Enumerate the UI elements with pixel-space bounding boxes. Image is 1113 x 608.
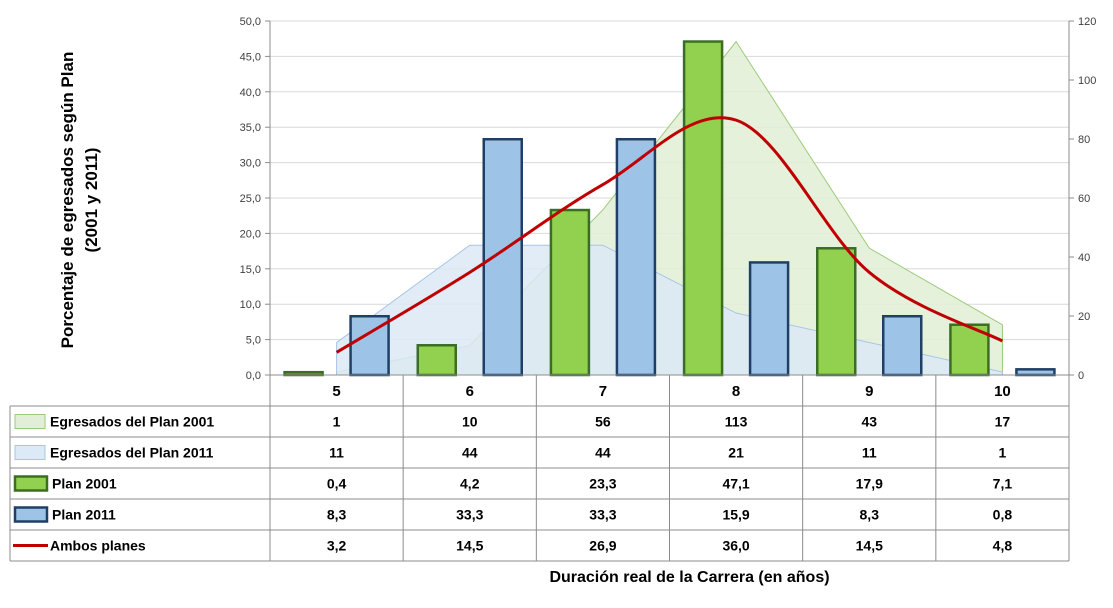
bar-plan-2011 (482, 137, 523, 377)
table-value: 14,5 (456, 538, 483, 554)
legend-key-area (14, 445, 46, 460)
bar-plan-2001 (682, 40, 724, 377)
table-value: 11 (329, 445, 344, 461)
legend-series-name: Ambos planes (50, 538, 146, 554)
y-left-tick-label: 40,0 (240, 87, 261, 99)
x-category-label: 9 (865, 383, 873, 400)
y-left-tick-label: 10,0 (240, 299, 261, 311)
legend-series-name: Egresados del Plan 2001 (50, 414, 214, 430)
y-left-tick-label: 25,0 (240, 193, 261, 205)
table-value: 17 (995, 414, 1011, 430)
y-left-tick-label: 30,0 (240, 158, 261, 170)
y-right-tick-label: 40 (1078, 252, 1090, 264)
table-value: 21 (728, 445, 744, 461)
y-left-tick-label: 15,0 (240, 264, 261, 276)
table-value: 10 (462, 414, 478, 430)
y-left-tick-label: 45,0 (240, 51, 261, 63)
table-value: 36,0 (722, 538, 749, 554)
table-value: 14,5 (856, 538, 883, 554)
y-left-tick-label: 5,0 (246, 335, 261, 347)
table-value: 8,3 (327, 507, 347, 523)
table-value: 4,2 (460, 476, 480, 492)
y-right-tick-label: 20 (1078, 311, 1090, 323)
table-value: 113 (725, 414, 748, 430)
x-category-label: 8 (732, 383, 740, 400)
bar-plan-2011 (882, 314, 923, 377)
y-right-tick-label: 60 (1078, 193, 1090, 205)
y-right-tick-label: 120 (1078, 16, 1096, 28)
legend-key-area (14, 414, 46, 429)
table-value: 17,9 (856, 476, 883, 492)
y-left-tick-label: 50,0 (240, 16, 261, 28)
bar-plan-2001 (816, 247, 857, 377)
x-category-label: 7 (599, 383, 607, 400)
table-value: 47,1 (722, 476, 749, 492)
table-value: 33,3 (456, 507, 483, 523)
table-value: 26,9 (589, 538, 616, 554)
table-value: 3,2 (327, 538, 347, 554)
legend-key-bar (13, 506, 49, 523)
table-value: 23,3 (589, 476, 616, 492)
bar-plan-2011 (748, 261, 790, 377)
table-value: 43 (861, 414, 877, 430)
bar-plan-2001 (416, 344, 457, 377)
y-right-tick-label: 100 (1078, 75, 1096, 87)
x-category-label: 5 (332, 383, 340, 400)
table-value: 1 (999, 445, 1007, 461)
line-ambos-planes (335, 116, 1004, 354)
table-value: 0,4 (327, 476, 347, 492)
table-value: 33,3 (589, 507, 616, 523)
x-category-label: 6 (466, 383, 474, 400)
legend-key-bar (13, 475, 49, 492)
y-right-tick-label: 80 (1078, 134, 1090, 146)
bar-plan-2001 (549, 208, 591, 377)
y-axis-title-sub: (2001 y 2011) (82, 148, 101, 253)
x-category-label: 10 (994, 383, 1011, 400)
table-value: 0,8 (993, 507, 1013, 523)
y-left-tick-label: 20,0 (240, 228, 261, 240)
table-value: 7,1 (993, 476, 1013, 492)
y-right-tick-label: 0 (1078, 370, 1084, 382)
bar-plan-2011 (1015, 368, 1056, 377)
y-left-tick-label: 35,0 (240, 122, 261, 134)
legend-series-name: Plan 2011 (52, 507, 116, 523)
legend-series-name: Plan 2001 (52, 476, 117, 492)
legend-series-name: Egresados del Plan 2011 (50, 445, 214, 461)
table-value: 15,9 (722, 507, 749, 523)
y-left-tick-label: 0,0 (246, 370, 261, 382)
table-value: 56 (595, 414, 611, 430)
table-value: 4,8 (993, 538, 1013, 554)
table-value: 44 (595, 445, 611, 461)
table-value: 44 (462, 445, 478, 461)
table-value: 11 (862, 445, 877, 461)
bar-plan-2011 (615, 137, 657, 377)
y-axis-title: Porcentaje de egresados según Plan (58, 52, 77, 349)
x-axis-title: Duración real de la Carrera (en años) (549, 569, 829, 586)
table-value: 1 (333, 414, 341, 430)
table-value: 8,3 (860, 507, 880, 523)
